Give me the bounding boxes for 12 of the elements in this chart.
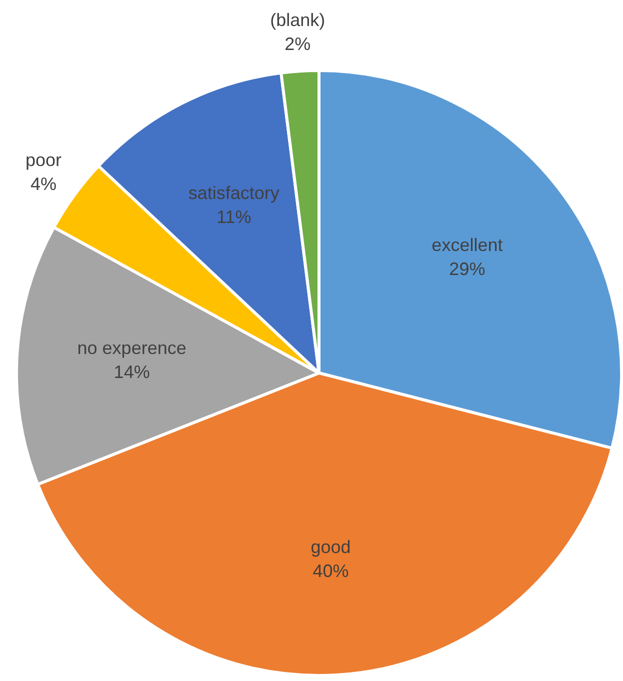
data-label: 29% bbox=[449, 259, 486, 280]
data-label: 40% bbox=[312, 561, 349, 582]
slice-label: satisfactory bbox=[188, 182, 280, 203]
data-label: 4% bbox=[30, 174, 57, 194]
slice-label: excellent bbox=[432, 235, 503, 256]
slice-label: good bbox=[310, 537, 351, 558]
slice-label: poor bbox=[26, 150, 62, 170]
slice-label: no experence bbox=[77, 338, 186, 358]
slice-label: (blank) bbox=[270, 10, 326, 30]
data-label: 11% bbox=[216, 206, 252, 227]
data-label: 2% bbox=[284, 34, 311, 54]
data-label: 14% bbox=[114, 362, 150, 382]
